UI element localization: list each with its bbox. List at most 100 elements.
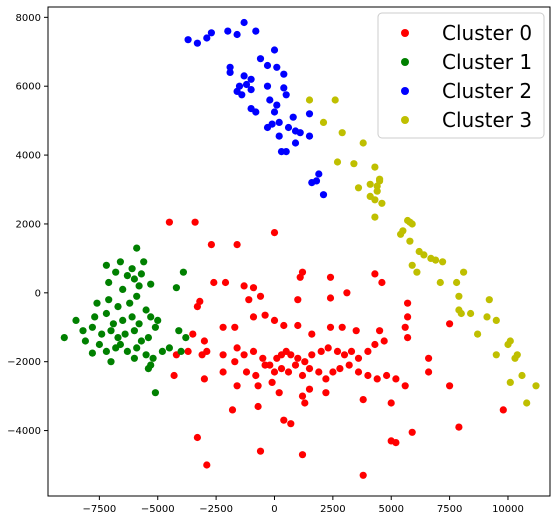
point-cluster-2 — [280, 84, 288, 92]
point-cluster-3 — [485, 296, 493, 304]
point-cluster-3 — [523, 399, 531, 407]
point-cluster-1 — [79, 327, 87, 335]
point-cluster-3 — [366, 180, 374, 188]
point-cluster-1 — [128, 265, 136, 273]
point-cluster-1 — [123, 272, 131, 280]
point-cluster-2 — [270, 46, 279, 54]
point-cluster-1 — [182, 334, 190, 342]
x-tick-label: −7500 — [82, 504, 116, 515]
point-cluster-3 — [408, 220, 416, 228]
point-cluster-0 — [270, 368, 279, 376]
point-cluster-1 — [133, 344, 141, 352]
point-cluster-1 — [60, 334, 68, 342]
point-cluster-0 — [240, 282, 248, 290]
point-cluster-1 — [93, 299, 101, 307]
point-cluster-1 — [130, 275, 138, 283]
point-cluster-2 — [242, 80, 251, 89]
point-cluster-1 — [144, 334, 152, 342]
point-cluster-2 — [270, 108, 279, 116]
point-cluster-1 — [119, 316, 127, 324]
point-cluster-0 — [261, 361, 269, 369]
point-cluster-0 — [392, 375, 400, 383]
point-cluster-2 — [305, 132, 314, 140]
point-cluster-0 — [252, 371, 260, 380]
x-tick-label: 10000 — [492, 504, 524, 515]
point-cluster-2 — [238, 91, 246, 99]
point-cluster-1 — [114, 334, 122, 342]
point-cluster-0 — [259, 354, 267, 362]
point-cluster-1 — [109, 320, 117, 328]
legend-label-cluster-0: Cluster 0 — [442, 21, 532, 45]
point-cluster-0 — [189, 330, 197, 338]
point-cluster-1 — [165, 344, 173, 352]
point-cluster-1 — [81, 337, 89, 345]
point-cluster-3 — [492, 316, 500, 324]
point-cluster-3 — [432, 256, 440, 264]
point-cluster-3 — [397, 230, 405, 238]
plot-frame — [47, 6, 551, 497]
point-cluster-0 — [294, 321, 302, 330]
point-cluster-0 — [322, 375, 330, 383]
point-cluster-0 — [233, 344, 241, 352]
point-cluster-2 — [233, 30, 241, 39]
point-cluster-0 — [359, 396, 367, 404]
point-cluster-0 — [380, 337, 388, 345]
point-cluster-1 — [158, 347, 166, 355]
point-cluster-1 — [142, 351, 150, 359]
point-cluster-0 — [333, 347, 342, 355]
point-cluster-0 — [219, 323, 227, 331]
point-cluster-0 — [347, 347, 356, 355]
legend-marker-cluster-0 — [401, 29, 409, 37]
point-cluster-1 — [105, 296, 113, 304]
x-tick-label: 2500 — [320, 504, 345, 515]
point-cluster-0 — [404, 299, 412, 307]
point-cluster-0 — [354, 354, 363, 362]
point-cluster-0 — [200, 375, 208, 383]
point-cluster-0 — [231, 323, 239, 331]
legend-marker-cluster-2 — [401, 87, 409, 95]
point-cluster-0 — [207, 241, 215, 249]
point-cluster-2 — [319, 191, 328, 199]
point-cluster-2 — [280, 70, 288, 78]
point-cluster-0 — [408, 428, 416, 436]
point-cluster-0 — [364, 347, 372, 355]
point-cluster-0 — [228, 406, 237, 414]
point-cluster-0 — [242, 368, 251, 376]
point-cluster-1 — [133, 244, 141, 252]
point-cluster-0 — [317, 347, 325, 355]
point-cluster-0 — [219, 368, 227, 376]
point-cluster-2 — [275, 132, 283, 140]
point-cluster-2 — [247, 86, 255, 94]
point-cluster-1 — [102, 347, 110, 355]
point-cluster-0 — [249, 347, 258, 355]
point-cluster-2 — [308, 179, 316, 187]
point-cluster-0 — [275, 389, 283, 397]
point-cluster-2 — [263, 61, 272, 70]
point-cluster-3 — [373, 182, 381, 190]
point-cluster-0 — [298, 392, 307, 400]
points-layer — [60, 18, 540, 479]
point-cluster-0 — [221, 278, 230, 287]
point-cluster-2 — [256, 55, 265, 63]
point-cluster-1 — [112, 268, 120, 276]
point-cluster-0 — [254, 402, 262, 411]
point-cluster-0 — [280, 321, 288, 330]
point-cluster-0 — [287, 351, 295, 359]
point-cluster-0 — [245, 296, 253, 304]
point-cluster-0 — [270, 316, 279, 324]
point-cluster-1 — [135, 320, 143, 328]
point-cluster-3 — [331, 96, 339, 104]
point-cluster-1 — [126, 299, 134, 307]
point-cluster-0 — [210, 278, 218, 287]
point-cluster-1 — [128, 313, 136, 321]
point-cluster-1 — [116, 340, 124, 349]
y-tick-label: 4000 — [16, 151, 41, 162]
point-cluster-0 — [324, 344, 332, 352]
x-tick-label: 0 — [271, 504, 277, 515]
point-cluster-0 — [240, 351, 248, 359]
point-cluster-1 — [140, 258, 148, 266]
point-cluster-0 — [219, 351, 227, 359]
point-cluster-0 — [322, 389, 330, 397]
point-cluster-3 — [439, 258, 447, 266]
